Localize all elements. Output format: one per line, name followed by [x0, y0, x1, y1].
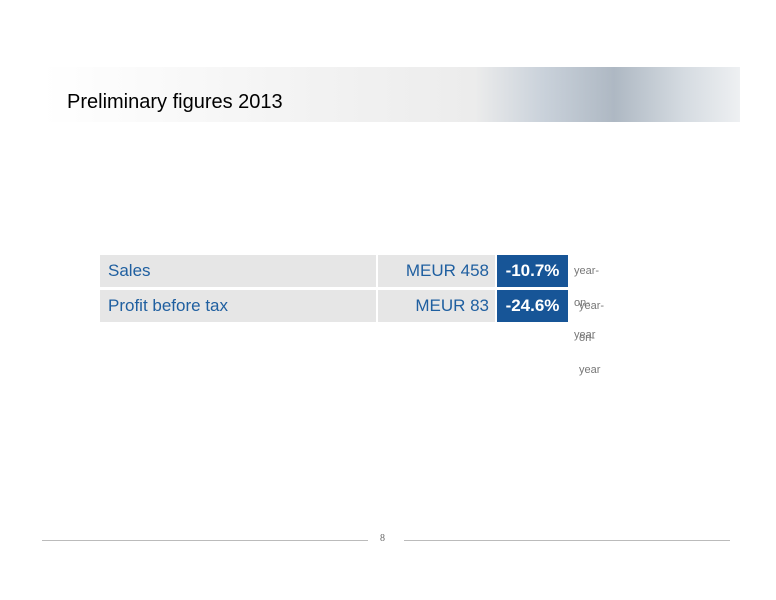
header-band [42, 67, 740, 122]
row-change: -10.7% [497, 255, 568, 287]
footer-line [404, 540, 730, 541]
footer-line [42, 540, 368, 541]
row-change: -24.6% [497, 290, 568, 322]
row-value: MEUR 83 [378, 290, 495, 322]
row-value: MEUR 458 [378, 255, 495, 287]
row-note: year-on-year [574, 265, 600, 341]
row-label: Sales [100, 255, 376, 287]
row-note: year-on-year [579, 300, 605, 376]
slide-title: Preliminary figures 2013 [67, 91, 283, 113]
row-label: Profit before tax [100, 290, 376, 322]
page-number: 8 [380, 533, 385, 544]
